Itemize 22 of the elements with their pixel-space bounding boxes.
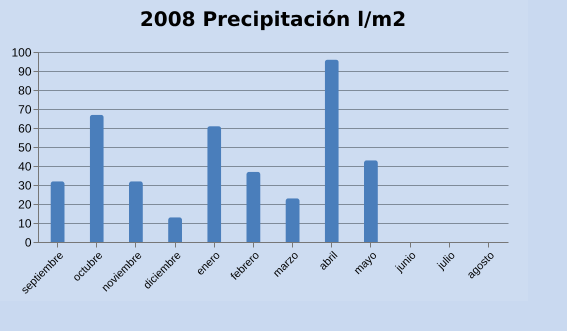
y-tick-label: 30 bbox=[18, 178, 32, 192]
bar bbox=[246, 172, 260, 242]
bar bbox=[207, 126, 222, 242]
bar bbox=[128, 181, 143, 242]
bar bbox=[364, 160, 378, 242]
y-tick-label: 90 bbox=[18, 64, 32, 78]
bar bbox=[324, 60, 339, 242]
y-tick-label: 80 bbox=[18, 84, 32, 98]
bar bbox=[50, 181, 65, 242]
y-tick-label: 100 bbox=[11, 46, 32, 60]
bar bbox=[168, 217, 182, 242]
y-tick-label: 70 bbox=[18, 102, 32, 116]
y-tick-label: 0 bbox=[24, 236, 32, 250]
bar bbox=[286, 198, 300, 242]
y-tick-label: 10 bbox=[18, 216, 32, 230]
bar bbox=[90, 114, 104, 242]
y-tick-label: 40 bbox=[18, 160, 32, 174]
x-tick-label: julio bbox=[434, 250, 458, 273]
chart-title: 2008 Precipitación l/m2 bbox=[140, 7, 406, 31]
y-tick-label: 60 bbox=[18, 122, 32, 136]
y-tick-label: 20 bbox=[18, 198, 32, 212]
y-tick-label: 50 bbox=[18, 140, 32, 154]
